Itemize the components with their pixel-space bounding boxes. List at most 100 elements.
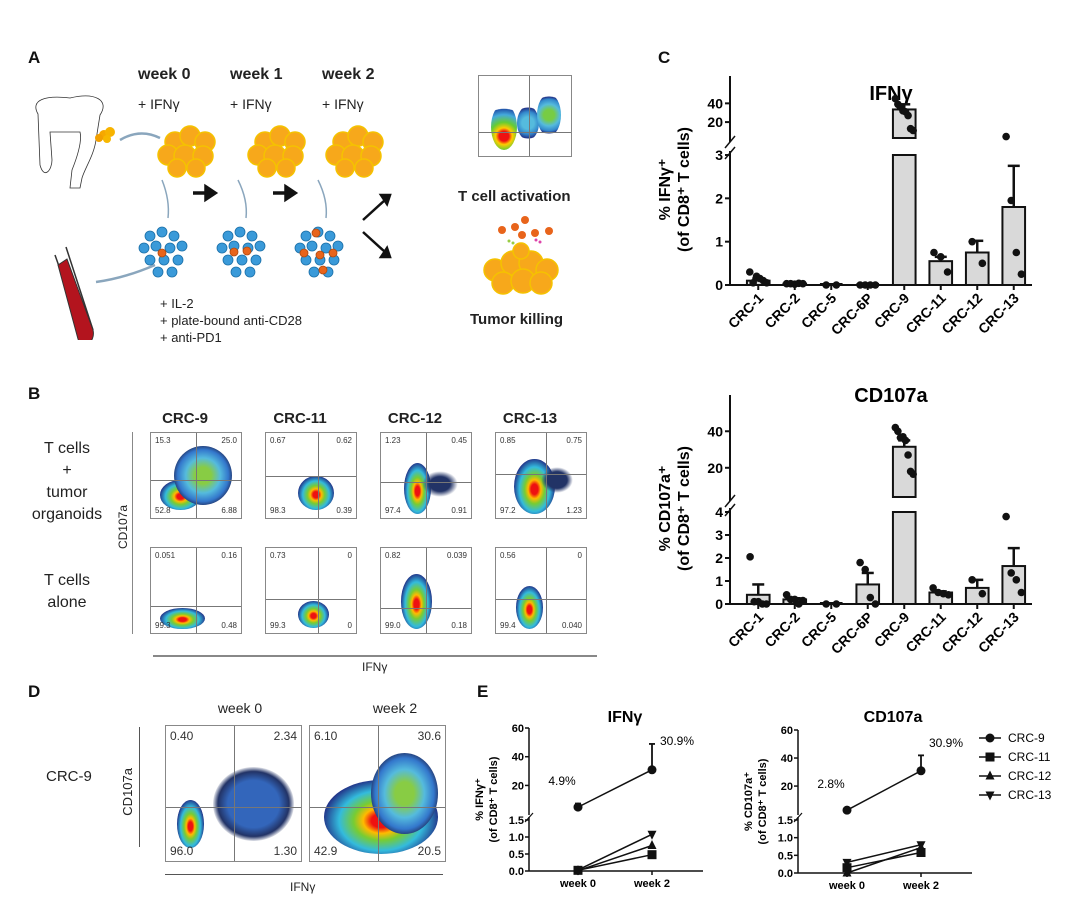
gate-vertical xyxy=(545,548,547,633)
axis-break-mark xyxy=(724,503,736,517)
row-label-line: organoids xyxy=(31,506,103,523)
data-point xyxy=(866,593,875,602)
panel-d-label: D xyxy=(28,682,41,701)
x-tick-label: CRC-1 xyxy=(725,609,767,651)
density-blob xyxy=(297,600,329,628)
data-point xyxy=(978,589,987,598)
arrow-colon-to-organoid xyxy=(119,132,161,142)
flow-plot: 1.23 0.45 97.4 0.91 xyxy=(380,432,472,519)
data-point xyxy=(909,470,917,478)
density-blob xyxy=(515,586,543,629)
flow-plot: 0.56 0 99.4 0.040 xyxy=(495,547,587,634)
quadrant-ll-value: 98.3 xyxy=(270,506,286,515)
quadrant-ul-value: 1.23 xyxy=(385,436,401,445)
arrow-down-week0 xyxy=(161,179,170,219)
ifn-addition-week2: + IFNγ xyxy=(322,96,364,112)
quadrant-ur-value: 25.0 xyxy=(221,436,237,445)
data-point xyxy=(904,111,912,120)
data-point xyxy=(1012,248,1021,257)
quadrant-lr-value: 0.39 xyxy=(336,506,352,515)
reagent-anti-pd1: + anti-PD1 xyxy=(160,330,222,345)
series-line-crc-12 xyxy=(846,846,922,874)
x-tick-label: CRC-13 xyxy=(975,290,1022,337)
quadrant-lr-value: 0.91 xyxy=(451,506,467,515)
annotation-week0: 2.8% xyxy=(817,777,845,791)
density-blob xyxy=(421,471,458,497)
panel-a-illustration xyxy=(35,95,392,340)
quadrant-ul-value: 0.40 xyxy=(170,729,194,743)
quadrant-ll-value: 99.4 xyxy=(500,621,516,630)
legend-label-crc-13: CRC-13 xyxy=(1008,788,1052,802)
marker-triangle-up xyxy=(647,840,657,849)
y-tick-label: 1.5 xyxy=(509,815,524,827)
data-point xyxy=(762,279,771,287)
chart-c-ifng: IFNγ % IFNγ⁺ (of CD8⁺ T cells) 0 1 2 3 20 40 CRC-… xyxy=(657,76,1032,338)
flow-plot: 0.67 0.62 98.3 0.39 xyxy=(265,432,357,519)
density-blob xyxy=(297,475,334,510)
gate-horizontal xyxy=(310,807,445,808)
x-tick-label: CRC-1 xyxy=(725,290,767,332)
data-point xyxy=(901,436,910,445)
bar-lower xyxy=(891,511,917,605)
reagents-list: + IL-2 + plate-bound anti-CD28 + anti-PD… xyxy=(160,295,302,346)
data-point xyxy=(943,268,952,276)
quadrant-lr-value: 20.5 xyxy=(417,844,441,858)
bar-break-gap xyxy=(890,498,918,511)
quadrant-ul-value: 0.051 xyxy=(155,551,176,560)
marker-square xyxy=(647,850,657,860)
quadrant-ur-value: 0.039 xyxy=(446,551,467,560)
quadrant-ur-value: 2.34 xyxy=(273,729,297,743)
marker-triangle-down xyxy=(916,841,926,851)
quadrant-lr-value: 0.040 xyxy=(561,621,582,630)
legend-label-crc-9: CRC-9 xyxy=(1008,731,1045,745)
gate-vertical xyxy=(426,433,427,518)
week-2-label: week 2 xyxy=(322,66,375,83)
gate-horizontal xyxy=(496,473,586,475)
ifn-addition-week1: + IFNγ xyxy=(230,96,272,112)
panel-a-label: A xyxy=(28,48,41,67)
outcome-activation-label: T cell activation xyxy=(458,188,571,205)
bar-break-gap xyxy=(890,139,918,154)
chart-title: CD107a xyxy=(854,385,928,407)
y-tick-label: 3 xyxy=(715,527,723,543)
data-point xyxy=(871,281,880,289)
x-tick-label: week 0 xyxy=(559,878,596,890)
data-point xyxy=(1002,512,1010,521)
quadrant-ll-value: 52.8 xyxy=(155,506,171,515)
x-tick-label: week 2 xyxy=(633,878,670,890)
b-x-axis-label: IFNγ xyxy=(362,660,388,674)
data-point xyxy=(1007,196,1016,205)
blood-tube-icon xyxy=(54,246,94,340)
data-point xyxy=(1017,270,1026,278)
row-label-line: alone xyxy=(47,594,87,611)
flow-plot: 0.85 0.75 97.2 1.23 xyxy=(495,432,587,519)
quadrant-ul-value: 0.73 xyxy=(270,551,286,560)
x-tick-label: week 2 xyxy=(902,880,939,892)
density-blob xyxy=(176,800,204,848)
quadrant-ur-value: 30.6 xyxy=(417,729,441,743)
tcell-cluster-week0-icon xyxy=(138,226,188,278)
b-x-axis-line xyxy=(153,655,597,657)
panel-b-label: B xyxy=(28,384,41,403)
y-tick-label: 0.0 xyxy=(509,866,524,878)
data-point xyxy=(909,126,917,135)
y-tick-label: 20 xyxy=(707,460,723,476)
arrow-down-week2 xyxy=(317,179,328,219)
arrow-week0-to-week1 xyxy=(193,183,219,203)
quadrant-ul-value: 0.67 xyxy=(270,436,286,445)
y-axis-label-line1: % IFNγ⁺ xyxy=(657,159,674,221)
data-point xyxy=(832,281,841,289)
y-axis-label-line1: % IFNγ⁺ xyxy=(474,778,486,821)
chart-title: IFNγ xyxy=(869,83,913,105)
data-point xyxy=(822,600,830,608)
column-header-crc11: CRC-11 xyxy=(273,410,327,427)
data-point xyxy=(930,248,938,257)
y-tick-label: 40 xyxy=(781,753,793,765)
gate-vertical xyxy=(318,548,320,633)
axis-break-mark xyxy=(724,135,736,149)
quadrant-ll-value: 99.3 xyxy=(155,621,171,630)
density-blob xyxy=(213,766,295,841)
flow-plot: 15.3 25.0 52.8 6.88 xyxy=(150,432,242,519)
marker-square xyxy=(916,848,926,858)
gate-horizontal xyxy=(151,605,241,607)
